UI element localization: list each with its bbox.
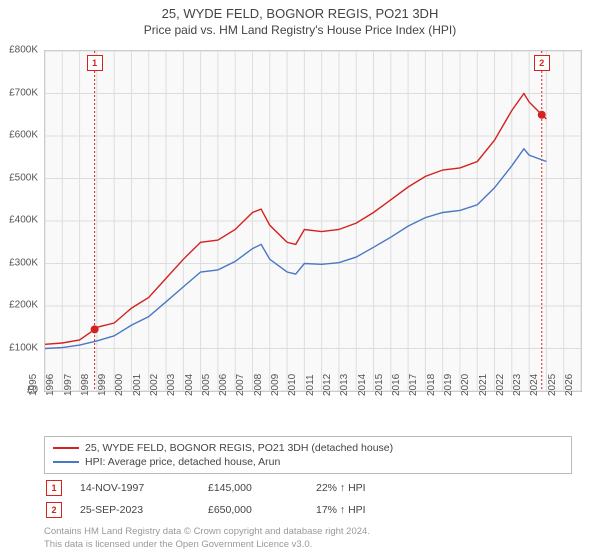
sale-dot-1 bbox=[91, 325, 99, 333]
sale-row-date: 14-NOV-1997 bbox=[80, 482, 190, 494]
x-tick-label: 2003 bbox=[166, 374, 177, 396]
x-axis: 1995199619971998199920002001200220032004… bbox=[44, 392, 580, 442]
y-tick-label: £600K bbox=[9, 130, 38, 141]
legend-swatch bbox=[53, 447, 79, 449]
chart-container: 25, WYDE FELD, BOGNOR REGIS, PO21 3DH Pr… bbox=[0, 0, 600, 560]
sale-marker-2: 2 bbox=[534, 55, 550, 71]
x-tick-label: 2014 bbox=[357, 374, 368, 396]
sale-dot-2 bbox=[538, 111, 546, 119]
title-block: 25, WYDE FELD, BOGNOR REGIS, PO21 3DH Pr… bbox=[0, 0, 600, 37]
copyright-line-1: Contains HM Land Registry data © Crown c… bbox=[44, 526, 580, 539]
y-tick-label: £200K bbox=[9, 300, 38, 311]
y-tick-label: £500K bbox=[9, 172, 38, 183]
x-tick-label: 1996 bbox=[45, 374, 56, 396]
x-tick-label: 2025 bbox=[547, 374, 558, 396]
sale-row-price: £650,000 bbox=[208, 504, 298, 516]
x-tick-label: 2008 bbox=[253, 374, 264, 396]
x-tick-label: 2021 bbox=[478, 374, 489, 396]
legend-swatch bbox=[53, 461, 79, 463]
legend-item: 25, WYDE FELD, BOGNOR REGIS, PO21 3DH (d… bbox=[53, 441, 563, 455]
sale-row-marker: 1 bbox=[46, 480, 62, 496]
copyright-text: Contains HM Land Registry data © Crown c… bbox=[44, 526, 580, 552]
sale-row-date: 25-SEP-2023 bbox=[80, 504, 190, 516]
copyright-line-2: This data is licensed under the Open Gov… bbox=[44, 539, 580, 552]
x-tick-label: 2015 bbox=[374, 374, 385, 396]
sale-marker-1: 1 bbox=[87, 55, 103, 71]
x-tick-label: 2010 bbox=[287, 374, 298, 396]
x-tick-label: 2001 bbox=[132, 374, 143, 396]
x-tick-label: 2023 bbox=[512, 374, 523, 396]
footer-block: 25, WYDE FELD, BOGNOR REGIS, PO21 3DH (d… bbox=[44, 436, 580, 552]
x-tick-label: 2017 bbox=[408, 374, 419, 396]
legend-label: 25, WYDE FELD, BOGNOR REGIS, PO21 3DH (d… bbox=[85, 442, 393, 454]
sales-block: 1 14-NOV-1997 £145,000 22% ↑ HPI 2 25-SEP-202… bbox=[44, 480, 580, 518]
sale-row-price: £145,000 bbox=[208, 482, 298, 494]
sale-row-marker: 2 bbox=[46, 502, 62, 518]
x-tick-label: 2011 bbox=[305, 374, 316, 396]
y-tick-label: £700K bbox=[9, 87, 38, 98]
x-tick-label: 2024 bbox=[529, 374, 540, 396]
legend-item: HPI: Average price, detached house, Arun bbox=[53, 455, 563, 469]
y-tick-label: £100K bbox=[9, 342, 38, 353]
x-tick-label: 2020 bbox=[460, 374, 471, 396]
legend-label: HPI: Average price, detached house, Arun bbox=[85, 456, 280, 468]
x-tick-label: 1997 bbox=[63, 374, 74, 396]
series-property bbox=[45, 94, 546, 345]
y-tick-label: £800K bbox=[9, 45, 38, 56]
sale-row-delta: 22% ↑ HPI bbox=[316, 482, 366, 494]
x-tick-label: 1998 bbox=[80, 374, 91, 396]
x-tick-label: 1995 bbox=[28, 374, 39, 396]
sale-row: 2 25-SEP-2023 £650,000 17% ↑ HPI bbox=[44, 502, 580, 518]
x-tick-label: 2019 bbox=[443, 374, 454, 396]
x-tick-label: 1999 bbox=[97, 374, 108, 396]
x-tick-label: 2026 bbox=[564, 374, 575, 396]
y-tick-label: £400K bbox=[9, 215, 38, 226]
x-tick-label: 2022 bbox=[495, 374, 506, 396]
x-tick-label: 2004 bbox=[184, 374, 195, 396]
x-tick-label: 2006 bbox=[218, 374, 229, 396]
y-axis: £0£100K£200K£300K£400K£500K£600K£700K£80… bbox=[0, 50, 42, 390]
legend-box: 25, WYDE FELD, BOGNOR REGIS, PO21 3DH (d… bbox=[44, 436, 572, 474]
y-tick-label: £300K bbox=[9, 257, 38, 268]
x-tick-label: 2007 bbox=[235, 374, 246, 396]
x-tick-label: 2012 bbox=[322, 374, 333, 396]
sale-row: 1 14-NOV-1997 £145,000 22% ↑ HPI bbox=[44, 480, 580, 496]
chart-subtitle: Price paid vs. HM Land Registry's House … bbox=[0, 23, 600, 37]
x-tick-label: 2009 bbox=[270, 374, 281, 396]
x-tick-label: 2018 bbox=[426, 374, 437, 396]
x-tick-label: 2005 bbox=[201, 374, 212, 396]
plot-area: 12 bbox=[44, 50, 582, 392]
x-tick-label: 2016 bbox=[391, 374, 402, 396]
x-tick-label: 2000 bbox=[114, 374, 125, 396]
x-tick-label: 2002 bbox=[149, 374, 160, 396]
chart-title: 25, WYDE FELD, BOGNOR REGIS, PO21 3DH bbox=[0, 6, 600, 21]
x-tick-label: 2013 bbox=[339, 374, 350, 396]
plot-svg bbox=[45, 51, 581, 391]
sale-row-delta: 17% ↑ HPI bbox=[316, 504, 366, 516]
